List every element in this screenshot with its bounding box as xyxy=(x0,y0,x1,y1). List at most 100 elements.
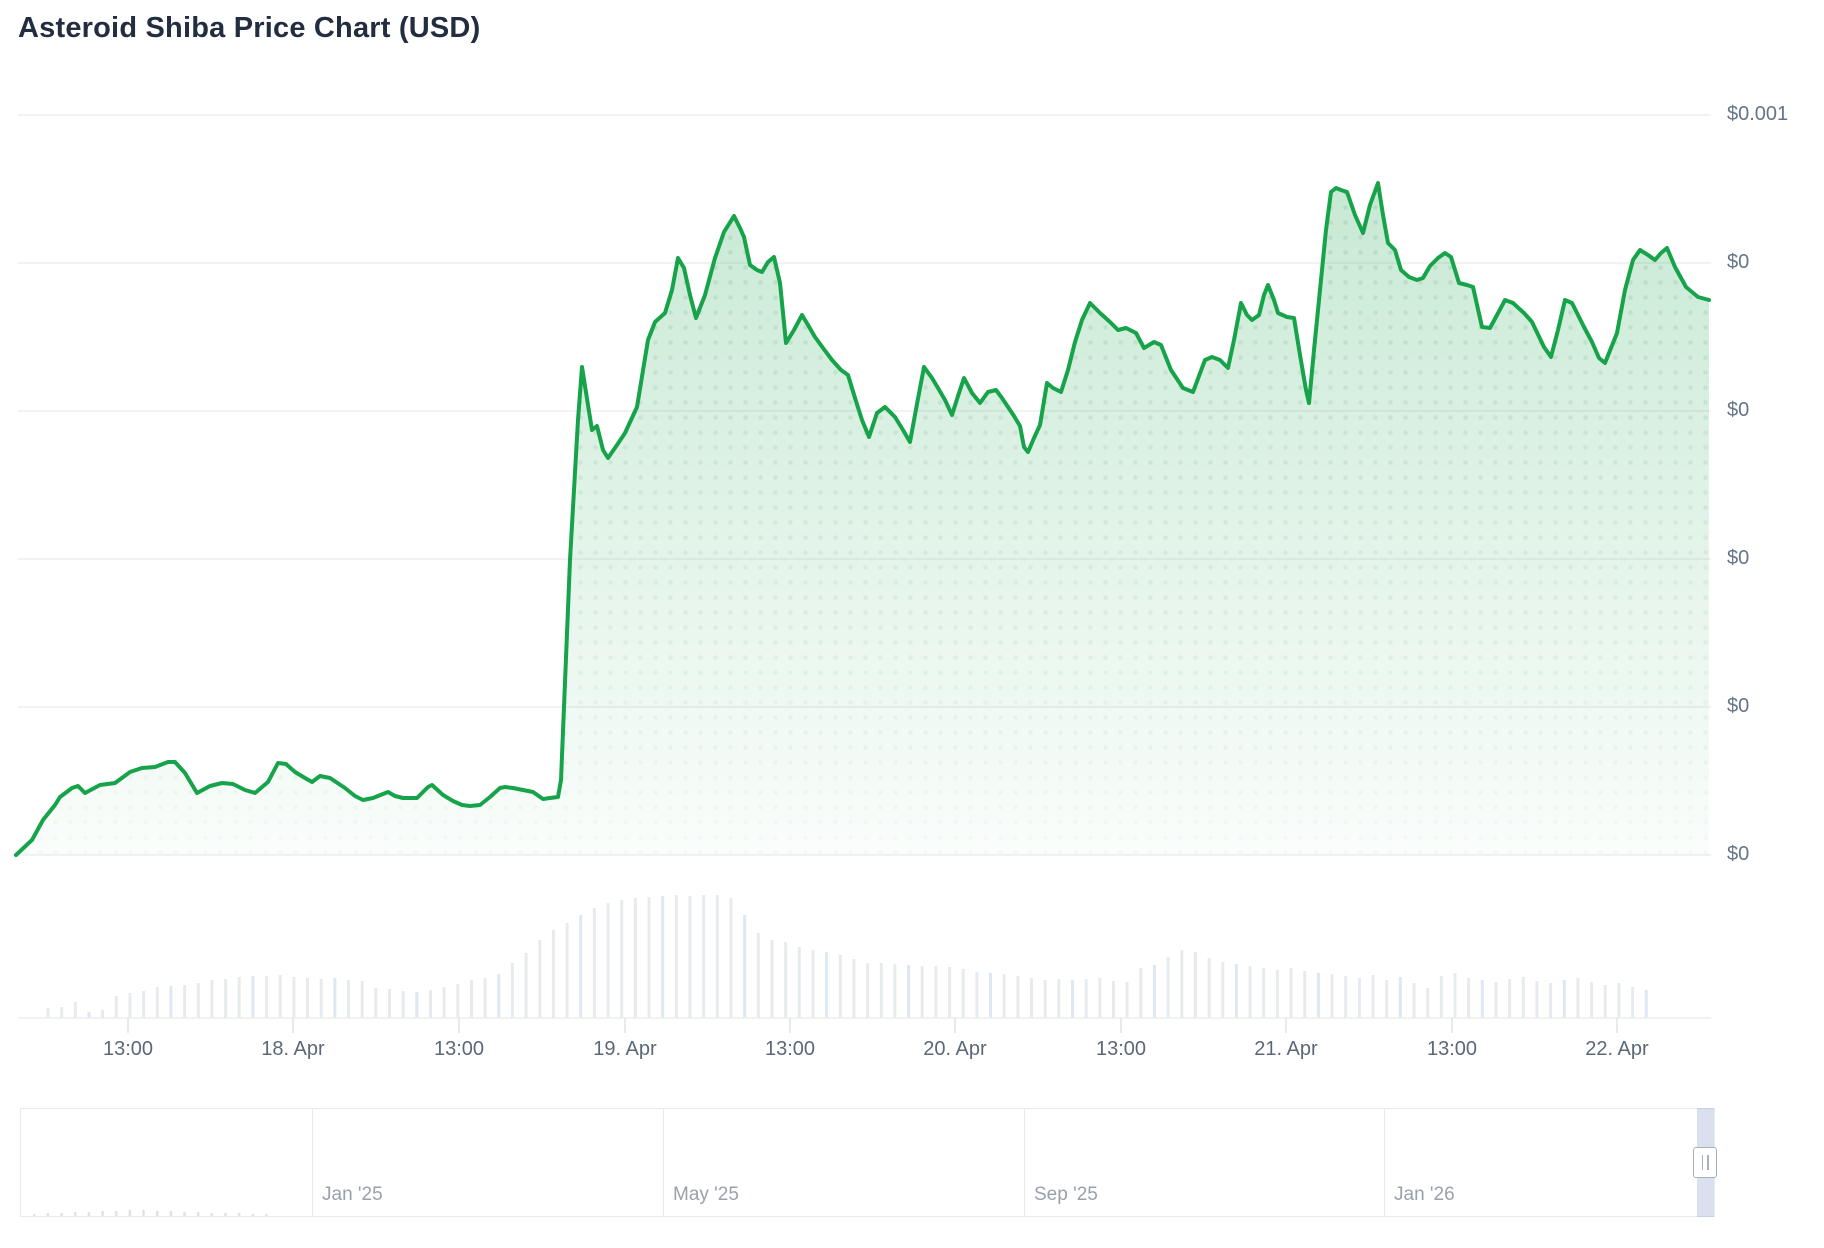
volume-bar xyxy=(1426,988,1430,1018)
volume-bar xyxy=(907,965,911,1018)
volume-bar xyxy=(1316,973,1320,1018)
navigator-mini-bar xyxy=(237,1213,241,1216)
volume-bar xyxy=(743,915,747,1018)
volume-bar xyxy=(1631,987,1635,1018)
volume-bar xyxy=(429,990,432,1018)
navigator-gridline xyxy=(1384,1108,1385,1217)
volume-bar xyxy=(470,980,473,1018)
navigator-drag-handle[interactable] xyxy=(1693,1147,1717,1178)
volume-bar xyxy=(770,940,774,1018)
navigator-mini-bar xyxy=(87,1212,91,1216)
volume-bar xyxy=(442,987,446,1018)
volume-bar xyxy=(688,896,692,1018)
navigator-mini-bar xyxy=(128,1210,132,1216)
volume-bar xyxy=(1303,971,1307,1018)
volume-bar xyxy=(1153,965,1156,1018)
navigator-mini-bar xyxy=(210,1213,214,1216)
volume-bar xyxy=(360,981,364,1018)
volume-bar xyxy=(579,915,583,1018)
volume-bar xyxy=(210,980,214,1018)
x-axis-label: 20. Apr xyxy=(923,1038,987,1060)
volume-bar xyxy=(1439,976,1443,1018)
volume-bar xyxy=(60,1007,64,1018)
navigator-gridline xyxy=(312,1108,313,1217)
volume-bar xyxy=(838,955,842,1018)
volume-bar xyxy=(87,1012,91,1018)
y-axis-label: $0 xyxy=(1727,399,1750,421)
navigator-label: Sep '25 xyxy=(1034,1184,1098,1205)
volume-bar xyxy=(401,991,405,1018)
price-area-dot-pattern xyxy=(16,183,1709,855)
volume-bar xyxy=(483,978,487,1018)
volume-bar xyxy=(388,989,391,1018)
volume-bar xyxy=(647,897,651,1018)
volume-bar xyxy=(278,975,282,1018)
volume-bar xyxy=(797,947,801,1018)
navigator-mini-bar xyxy=(155,1211,159,1216)
volume-bar xyxy=(1617,983,1621,1018)
y-axis-label: $0.001 xyxy=(1727,103,1789,125)
volume-bar xyxy=(674,895,678,1018)
volume-bar xyxy=(265,976,269,1018)
navigator-mini-bar xyxy=(33,1214,36,1216)
volume-bar xyxy=(497,974,501,1018)
volume-bar xyxy=(551,930,555,1018)
volume-bar xyxy=(169,986,173,1018)
volume-bar xyxy=(1221,962,1225,1018)
volume-bar xyxy=(852,959,856,1018)
volume-bar xyxy=(347,980,350,1018)
navigator-mini-bar xyxy=(183,1212,186,1216)
price-line[interactable] xyxy=(14,181,1711,857)
volume-bar xyxy=(1166,957,1170,1018)
volume-bar xyxy=(155,987,159,1018)
volume-bar xyxy=(1535,981,1539,1018)
volume-bar xyxy=(1057,979,1061,1018)
chart-title: Asteroid Shiba Price Chart (USD) xyxy=(18,12,481,44)
volume-bar xyxy=(1098,978,1102,1018)
volume-bar xyxy=(592,908,596,1018)
x-axis-label: 21. Apr xyxy=(1254,1038,1318,1060)
volume-bar xyxy=(1576,978,1580,1018)
x-axis-label: 13:00 xyxy=(1426,1038,1478,1060)
navigator-label: Jan '25 xyxy=(322,1184,383,1205)
volume-bar xyxy=(1521,977,1525,1018)
volume-bar xyxy=(114,996,118,1018)
volume-bar xyxy=(1398,977,1402,1018)
volume-bar xyxy=(633,898,637,1018)
navigator-gridline xyxy=(1024,1108,1025,1217)
volume-bar xyxy=(825,952,829,1018)
volume-bar xyxy=(1330,974,1334,1018)
volume-bar xyxy=(1385,980,1389,1018)
volume-bar xyxy=(237,977,241,1018)
volume-bar xyxy=(1412,983,1416,1018)
volume-bar xyxy=(1275,970,1279,1018)
y-axis-label: $0 xyxy=(1727,547,1750,569)
volume-bar xyxy=(1084,979,1088,1018)
x-axis-label: 22. Apr xyxy=(1585,1038,1649,1060)
x-axis-label: 13:00 xyxy=(102,1038,154,1060)
navigator-mini-bar xyxy=(251,1214,255,1216)
navigator-mini-bar xyxy=(196,1212,200,1216)
volume-bar xyxy=(715,895,719,1018)
navigator-mini-bar xyxy=(114,1211,118,1216)
volume-bar xyxy=(1644,990,1648,1018)
volume-bar xyxy=(128,993,132,1018)
volume-bar xyxy=(333,978,337,1018)
navigator[interactable] xyxy=(20,1108,1715,1217)
volume-bar xyxy=(306,978,309,1018)
volume-bar xyxy=(1562,980,1566,1018)
volume-bar xyxy=(1139,968,1143,1018)
volume-bar xyxy=(73,1002,77,1018)
volume-bar xyxy=(1193,952,1197,1018)
volume-bar xyxy=(1262,968,1266,1018)
volume-bar xyxy=(1234,964,1238,1018)
volume-bar xyxy=(183,985,187,1018)
navigator-label: May '25 xyxy=(673,1184,739,1205)
volume-bar xyxy=(292,977,296,1018)
volume-bar xyxy=(811,950,815,1018)
volume-bar xyxy=(1043,980,1047,1018)
volume-bar xyxy=(224,979,228,1018)
volume-bar xyxy=(415,992,419,1018)
volume-bar xyxy=(1289,968,1293,1018)
